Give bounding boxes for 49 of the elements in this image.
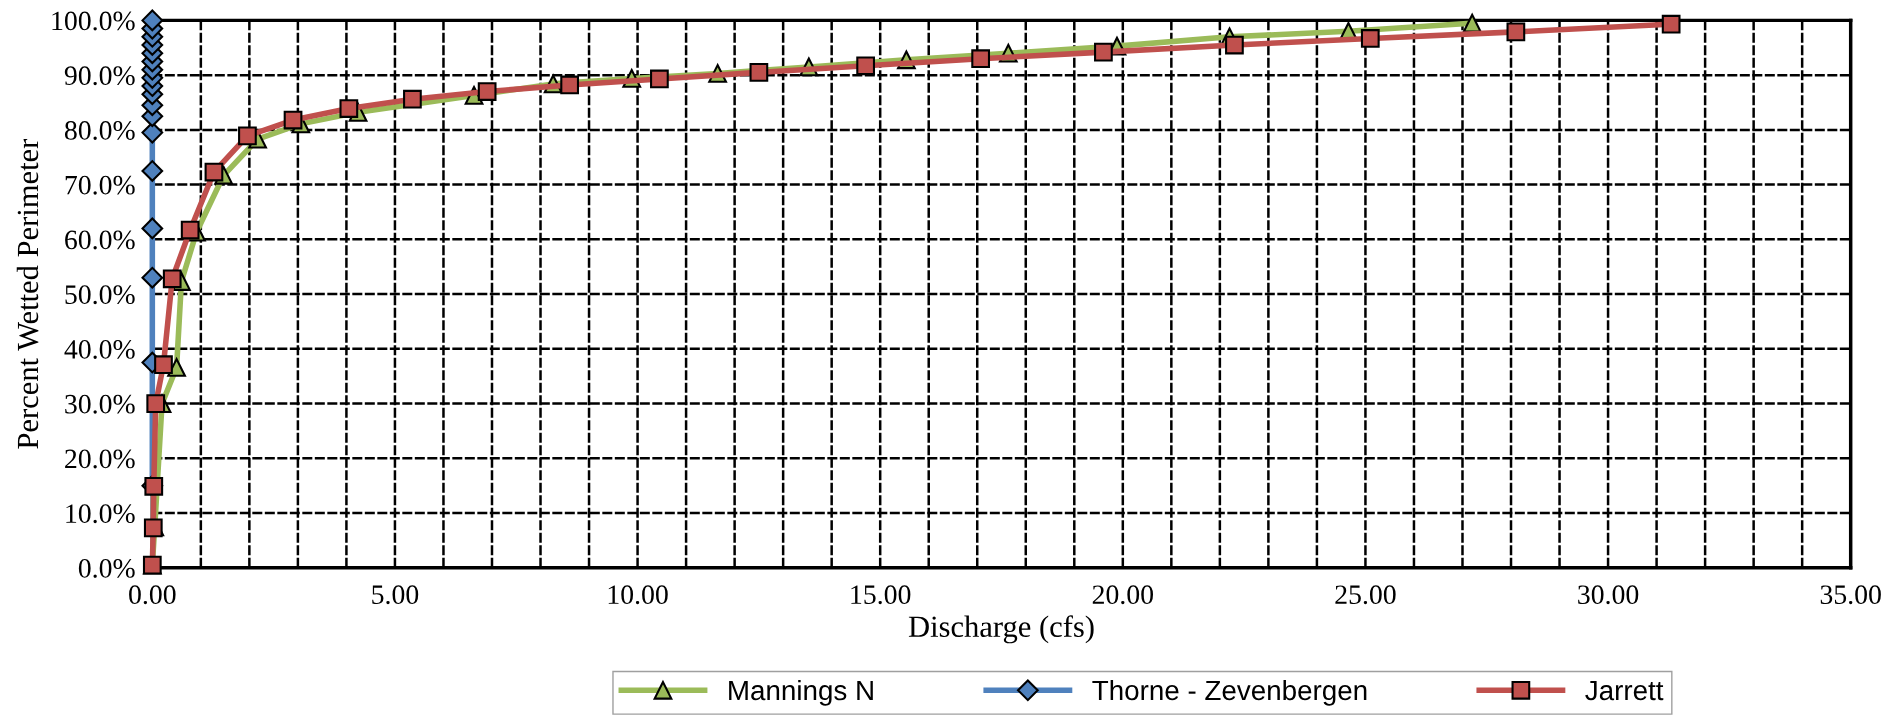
- y-tick-label: 50.0%: [65, 285, 135, 305]
- point: [749, 63, 769, 82]
- point: [283, 110, 303, 130]
- point: [1225, 35, 1244, 55]
- point: [154, 355, 173, 375]
- point: [403, 89, 422, 109]
- legend-label: Thorne - Zevenbergen: [1092, 679, 1367, 706]
- point: [1094, 42, 1113, 62]
- point: [1661, 14, 1681, 34]
- x-tick-label: 35.00: [1820, 585, 1881, 605]
- point: [204, 162, 224, 182]
- y-axis-title: Percent Wetted Perimeter: [16, 138, 39, 449]
- point: [141, 266, 164, 289]
- point: [141, 121, 164, 144]
- x-tick-label: 5.00: [372, 585, 419, 605]
- point: [180, 220, 200, 240]
- y-tick-label: 70.0%: [65, 175, 135, 195]
- y-tick-label: 30.0%: [65, 394, 135, 414]
- y-tick-label: 10.0%: [66, 504, 135, 524]
- legend-label: Jarrett: [1585, 680, 1664, 701]
- x-tick-label: 0.00: [129, 585, 176, 605]
- point: [971, 49, 991, 69]
- x-tick-label: 25.00: [1335, 585, 1396, 605]
- x-axis-title: Discharge (cfs): [908, 615, 1094, 644]
- x-tick-label: 20.00: [1092, 585, 1154, 605]
- point: [339, 99, 359, 118]
- y-tick-label: 90.0%: [64, 66, 135, 86]
- point: [141, 160, 164, 182]
- y-tick-label: 40.0%: [64, 340, 135, 359]
- y-tick-label: 0.0%: [78, 559, 135, 578]
- point: [162, 269, 182, 289]
- x-tick-label: 10.00: [608, 585, 668, 605]
- x-tick-label: 15.00: [851, 585, 911, 605]
- point: [238, 126, 257, 146]
- point: [856, 56, 876, 76]
- y-tick-label: 80.0%: [64, 121, 135, 140]
- point: [1360, 29, 1380, 48]
- x-tick-label: 30.00: [1578, 585, 1639, 605]
- point: [477, 82, 497, 101]
- y-tick-label: 100.0%: [52, 11, 135, 31]
- y-tick-label: 60.0%: [65, 230, 135, 250]
- point: [1506, 22, 1526, 42]
- point: [141, 9, 164, 32]
- legend-label: Mannings N: [729, 679, 873, 706]
- point: [560, 75, 580, 95]
- point: [141, 217, 164, 240]
- point: [146, 394, 166, 413]
- y-tick-label: 20.0%: [65, 449, 135, 469]
- point: [650, 69, 669, 89]
